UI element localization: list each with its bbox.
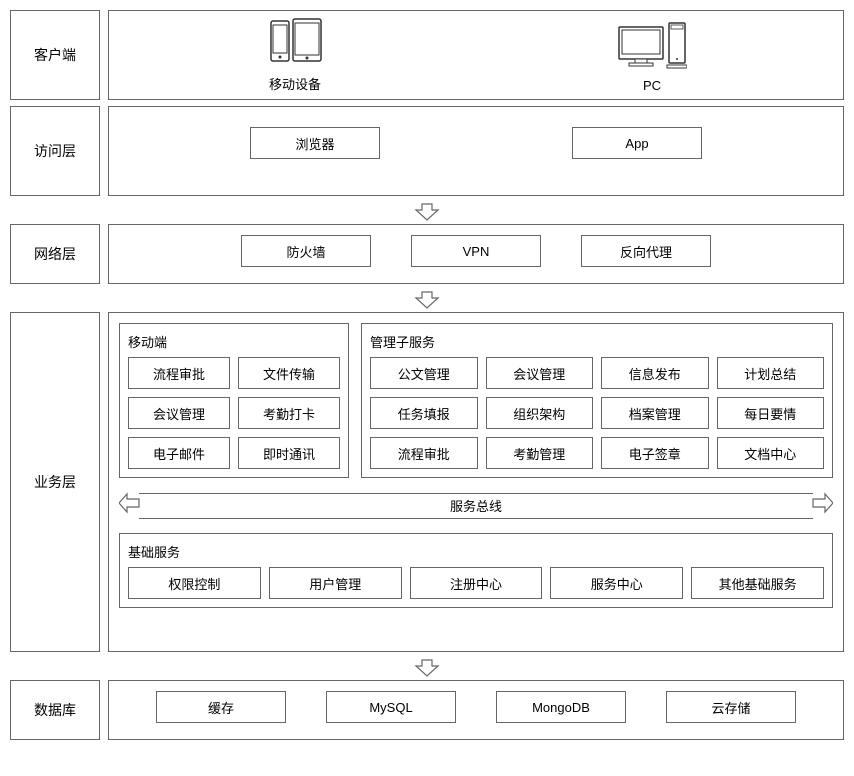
- mobile-icon: [265, 17, 325, 70]
- box-防火墙: 防火墙: [241, 235, 371, 267]
- box-文件传输: 文件传输: [238, 357, 340, 389]
- box-注册中心: 注册中心: [410, 567, 543, 599]
- boxes-row: 防火墙 VPN 反向代理: [119, 235, 833, 267]
- box-App: App: [572, 127, 702, 159]
- layer-network: 网络层 防火墙 VPN 反向代理: [10, 224, 844, 284]
- layer-content-database: 缓存 MySQL MongoDB 云存储: [108, 680, 844, 740]
- bus-line: 服务总线: [139, 493, 813, 519]
- box-会议管理: 会议管理: [128, 397, 230, 429]
- arrow-down: [10, 202, 844, 222]
- box-反向代理: 反向代理: [581, 235, 711, 267]
- box-电子签章: 电子签章: [601, 437, 709, 469]
- layer-content-business: 移动端流程审批文件传输会议管理考勤打卡电子邮件即时通讯管理子服务公文管理会议管理…: [108, 312, 844, 652]
- boxes-row: 缓存 MySQL MongoDB 云存储: [119, 691, 833, 723]
- client-icons: 移动设备 PC: [119, 17, 833, 93]
- bus-arrow-right-icon: [811, 492, 833, 519]
- box-MongoDB: MongoDB: [496, 691, 626, 723]
- box-缓存: 缓存: [156, 691, 286, 723]
- box-组织架构: 组织架构: [486, 397, 594, 429]
- layer-label-access: 访问层: [10, 106, 100, 196]
- group-grid: 公文管理会议管理信息发布计划总结任务填报组织架构档案管理每日要情流程审批考勤管理…: [370, 357, 824, 469]
- layer-label-database: 数据库: [10, 680, 100, 740]
- service-bus: 服务总线: [119, 492, 833, 519]
- box-即时通讯: 即时通讯: [238, 437, 340, 469]
- bus-arrow-left-icon: [119, 492, 141, 519]
- box-其他基础服务: 其他基础服务: [691, 567, 824, 599]
- box-流程审批: 流程审批: [128, 357, 230, 389]
- client-mobile: 移动设备: [265, 17, 325, 93]
- layer-label-business: 业务层: [10, 312, 100, 652]
- layer-content-client: 移动设备 PC: [108, 10, 844, 100]
- arrow-down: [10, 290, 844, 310]
- group-title: 管理子服务: [370, 332, 824, 351]
- group-title: 基础服务: [128, 542, 824, 561]
- layer-content-access: 浏览器 App: [108, 106, 844, 196]
- group-grid: 权限控制用户管理注册中心服务中心其他基础服务: [128, 567, 824, 599]
- box-VPN: VPN: [411, 235, 541, 267]
- client-pc: PC: [617, 21, 687, 93]
- group-管理子服务: 管理子服务公文管理会议管理信息发布计划总结任务填报组织架构档案管理每日要情流程审…: [361, 323, 833, 478]
- box-计划总结: 计划总结: [717, 357, 825, 389]
- layer-label-network: 网络层: [10, 224, 100, 284]
- box-公文管理: 公文管理: [370, 357, 478, 389]
- box-权限控制: 权限控制: [128, 567, 261, 599]
- boxes-row: 浏览器 App: [119, 117, 833, 169]
- group-grid: 流程审批文件传输会议管理考勤打卡电子邮件即时通讯: [128, 357, 340, 469]
- box-MySQL: MySQL: [326, 691, 456, 723]
- box-电子邮件: 电子邮件: [128, 437, 230, 469]
- box-信息发布: 信息发布: [601, 357, 709, 389]
- box-考勤管理: 考勤管理: [486, 437, 594, 469]
- box-任务填报: 任务填报: [370, 397, 478, 429]
- box-考勤打卡: 考勤打卡: [238, 397, 340, 429]
- client-label: PC: [643, 78, 661, 93]
- box-流程审批: 流程审批: [370, 437, 478, 469]
- group-title: 移动端: [128, 332, 340, 351]
- layer-client: 客户端 移动设备 PC: [10, 10, 844, 100]
- box-云存储: 云存储: [666, 691, 796, 723]
- box-会议管理: 会议管理: [486, 357, 594, 389]
- layer-access: 访问层 浏览器 App: [10, 106, 844, 196]
- pc-icon: [617, 21, 687, 74]
- group-移动端: 移动端流程审批文件传输会议管理考勤打卡电子邮件即时通讯: [119, 323, 349, 478]
- arrow-down: [10, 658, 844, 678]
- box-每日要情: 每日要情: [717, 397, 825, 429]
- business-top: 移动端流程审批文件传输会议管理考勤打卡电子邮件即时通讯管理子服务公文管理会议管理…: [119, 323, 833, 478]
- layer-business: 业务层移动端流程审批文件传输会议管理考勤打卡电子邮件即时通讯管理子服务公文管理会…: [10, 312, 844, 652]
- box-用户管理: 用户管理: [269, 567, 402, 599]
- box-浏览器: 浏览器: [250, 127, 380, 159]
- group-基础服务: 基础服务权限控制用户管理注册中心服务中心其他基础服务: [119, 533, 833, 608]
- layer-database: 数据库 缓存 MySQL MongoDB 云存储: [10, 680, 844, 740]
- box-档案管理: 档案管理: [601, 397, 709, 429]
- box-服务中心: 服务中心: [550, 567, 683, 599]
- layer-label-client: 客户端: [10, 10, 100, 100]
- box-文档中心: 文档中心: [717, 437, 825, 469]
- layer-content-network: 防火墙 VPN 反向代理: [108, 224, 844, 284]
- client-label: 移动设备: [269, 74, 321, 93]
